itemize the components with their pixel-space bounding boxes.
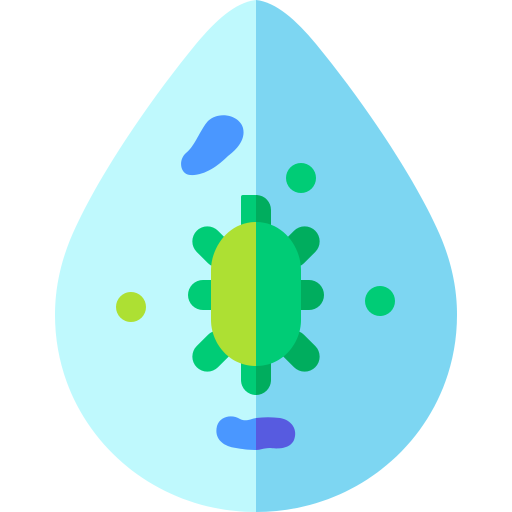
bacteria-blob-bottom-left [216, 416, 256, 450]
bacteria-blob-top [181, 115, 244, 176]
green-dot-right [365, 286, 395, 316]
germ-leg-top-cap-left [241, 195, 256, 220]
drop-right-half [256, 0, 457, 512]
bacteria-blob-bottom-right [256, 417, 296, 450]
germ-body-left-half [211, 222, 256, 366]
germ-body-right-half [256, 222, 301, 366]
lime-dot-left [116, 292, 146, 322]
green-dot-top [286, 163, 316, 193]
